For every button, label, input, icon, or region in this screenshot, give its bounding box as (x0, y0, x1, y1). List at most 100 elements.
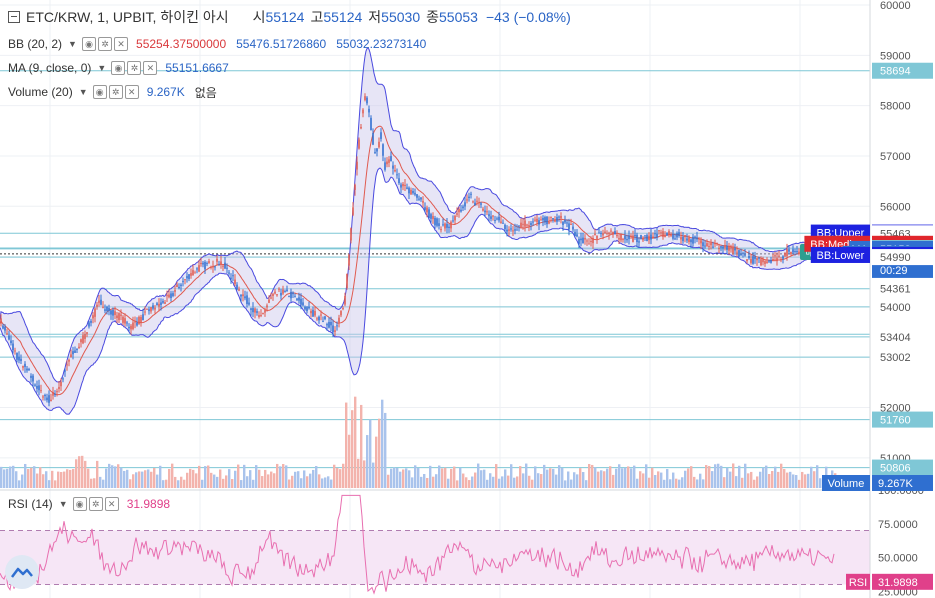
candle-body (254, 308, 256, 313)
candle-body (322, 321, 324, 323)
candle-body (342, 308, 344, 310)
candle-body (142, 314, 144, 321)
eye-icon[interactable]: ◉ (111, 61, 126, 75)
volume-bar (576, 474, 579, 488)
volume-bar (171, 463, 174, 488)
candle-body (400, 184, 402, 188)
candle-body (392, 165, 394, 169)
candle-body (474, 202, 476, 206)
price-tick-label: 52000 (880, 403, 911, 415)
candle-body (58, 386, 60, 389)
volume-bar (186, 472, 189, 488)
gear-icon[interactable]: ✲ (108, 85, 123, 99)
candle-body (166, 295, 168, 297)
chevron-down-icon[interactable]: ▼ (78, 87, 88, 97)
bollinger-band (0, 47, 836, 415)
candle-body (748, 255, 750, 259)
candle-body (270, 297, 272, 299)
volume-bar (9, 466, 12, 488)
volume-bar (369, 419, 372, 488)
volume-bar (225, 475, 228, 488)
volume-bar (12, 465, 15, 488)
bb-upper-line (0, 47, 835, 383)
volume-bar (702, 479, 705, 488)
chevron-down-icon[interactable]: ▼ (58, 499, 68, 509)
candle-body (648, 235, 650, 241)
candle-body (436, 218, 438, 226)
volume-bar (753, 479, 756, 488)
volume-bar (627, 466, 630, 488)
candle-body (766, 261, 768, 264)
bb-label[interactable]: BB (20, 2) (8, 37, 63, 51)
candle-body (106, 306, 108, 312)
collapse-icon[interactable] (8, 11, 20, 23)
volume-bar (108, 463, 111, 488)
volume-bar (690, 466, 693, 488)
gear-icon[interactable]: ✲ (98, 37, 113, 51)
volume-value: 9.267K (146, 85, 185, 99)
eye-icon[interactable]: ◉ (82, 37, 97, 51)
candle-body (740, 254, 742, 256)
volume-bar (759, 471, 762, 488)
chevron-down-icon[interactable]: ▼ (97, 63, 107, 73)
candle-body (464, 202, 466, 207)
volume-bar (603, 471, 606, 488)
candle-body (612, 232, 614, 235)
candle-body (656, 233, 658, 238)
close-icon[interactable]: ✕ (124, 85, 139, 99)
chevron-down-icon[interactable]: ▼ (68, 39, 77, 49)
volume-bar (54, 480, 57, 488)
candle-body (496, 218, 498, 220)
rsi-label[interactable]: RSI (14) (8, 497, 53, 511)
volume-bar (564, 480, 567, 488)
candle-body (532, 221, 534, 223)
candle-body (318, 316, 320, 321)
close-icon[interactable]: ✕ (114, 37, 129, 51)
rsi-value: 31.9898 (126, 497, 171, 511)
eye-icon[interactable]: ◉ (72, 497, 87, 511)
volume-bar (234, 470, 237, 488)
candle-body (690, 239, 692, 243)
volume-bar (72, 469, 75, 488)
volume-bar (795, 474, 798, 488)
candle-body (292, 292, 294, 295)
volume-bar (348, 434, 351, 488)
candle-body (352, 207, 354, 215)
candle-body (226, 267, 228, 269)
candle-body (512, 230, 514, 232)
volume-bar (468, 480, 471, 488)
volume-bar (669, 479, 672, 488)
candle-body (200, 263, 202, 265)
candle-body (266, 305, 268, 308)
volume-bar (555, 474, 558, 488)
price-label-box (872, 411, 933, 428)
close-icon[interactable]: ✕ (143, 61, 158, 75)
candle-body (518, 225, 520, 227)
gear-icon[interactable]: ✲ (88, 497, 103, 511)
volume-bar (330, 479, 333, 488)
symbol-title[interactable]: ETC/KRW, 1, UPBIT, 하이킨 아시 (26, 9, 229, 25)
ma-label[interactable]: MA (9, close, 0) (8, 61, 92, 75)
close-icon[interactable]: ✕ (104, 497, 119, 511)
volume-bar (666, 469, 669, 488)
eye-icon[interactable]: ◉ (92, 85, 107, 99)
volume-bar (3, 469, 6, 488)
volume-bar (816, 465, 819, 488)
gear-icon[interactable]: ✲ (127, 61, 142, 75)
candle-body (80, 339, 82, 343)
candle-body (36, 385, 38, 389)
volume-bar (315, 466, 318, 488)
volume-bar (57, 471, 60, 488)
chart-logo-icon[interactable] (5, 555, 39, 589)
volume-bar (66, 469, 69, 488)
volume-bar (219, 469, 222, 488)
volume-label[interactable]: Volume (20) (8, 85, 73, 99)
candle-body (130, 325, 132, 330)
price-label-text: 54990 (880, 252, 911, 264)
candle-body (662, 231, 664, 237)
candle-body (344, 295, 346, 305)
candle-body (708, 245, 710, 247)
candle-body (678, 232, 680, 236)
